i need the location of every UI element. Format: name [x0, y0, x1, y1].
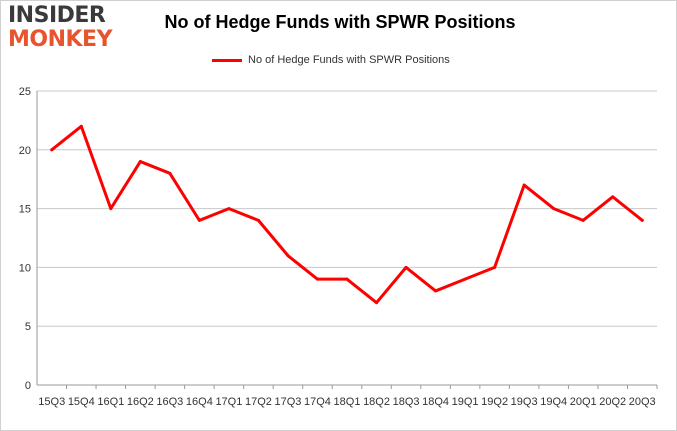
data-point: [256, 218, 260, 222]
x-tick-label: 20Q3: [629, 396, 656, 408]
data-point: [50, 148, 54, 152]
data-point: [79, 124, 83, 128]
y-tick-label: 10: [19, 262, 31, 274]
x-tick-label: 18Q3: [393, 396, 420, 408]
data-point: [640, 218, 644, 222]
x-tick-label: 16Q4: [186, 396, 213, 408]
data-point: [315, 277, 319, 281]
data-point: [404, 265, 408, 269]
x-tick-label: 17Q3: [274, 396, 301, 408]
data-point: [168, 171, 172, 175]
data-point: [522, 183, 526, 187]
chart-legend: No of Hedge Funds with SPWR Positions: [212, 54, 450, 66]
legend-line-swatch: [212, 58, 242, 62]
x-tick-label: 15Q4: [68, 396, 95, 408]
x-tick-label: 19Q2: [481, 396, 508, 408]
insider-monkey-logo: INSIDER MONKEY: [8, 5, 128, 51]
logo-top-text: INSIDER: [8, 3, 106, 28]
x-tick-label: 17Q1: [215, 396, 242, 408]
y-tick-label: 15: [19, 204, 31, 216]
y-tick-label: 20: [19, 145, 31, 157]
data-point: [345, 277, 349, 281]
data-point: [286, 254, 290, 258]
x-tick-label: 18Q1: [334, 396, 361, 408]
data-point: [493, 265, 497, 269]
x-tick-label: 17Q4: [304, 396, 331, 408]
data-point: [197, 218, 201, 222]
data-point: [109, 207, 113, 211]
y-tick-label: 0: [25, 380, 31, 392]
data-point: [611, 195, 615, 199]
legend-label: No of Hedge Funds with SPWR Positions: [248, 54, 450, 66]
logo-bottom-text: MONKEY: [8, 27, 113, 52]
data-point: [227, 207, 231, 211]
x-tick-label: 18Q2: [363, 396, 390, 408]
x-tick-label: 16Q1: [97, 396, 124, 408]
x-tick-label: 19Q1: [452, 396, 479, 408]
x-tick-label: 16Q3: [156, 396, 183, 408]
series-line: [50, 124, 644, 305]
data-point: [138, 160, 142, 164]
y-tick-label: 25: [19, 86, 31, 98]
x-tick-label: 19Q3: [511, 396, 538, 408]
data-point: [463, 277, 467, 281]
chart-title: No of Hedge Funds with SPWR Positions: [164, 12, 516, 32]
data-point: [375, 301, 379, 305]
x-tick-label: 16Q2: [127, 396, 154, 408]
x-tick-label: 18Q4: [422, 396, 449, 408]
x-tick-label: 17Q2: [245, 396, 272, 408]
x-tick-label: 19Q4: [540, 396, 567, 408]
y-tick-label: 5: [25, 321, 31, 333]
data-point: [434, 289, 438, 293]
x-tick-label: 15Q3: [38, 396, 65, 408]
data-point: [581, 218, 585, 222]
data-point: [552, 207, 556, 211]
x-tick-label: 20Q2: [599, 396, 626, 408]
x-tick-label: 20Q1: [570, 396, 597, 408]
